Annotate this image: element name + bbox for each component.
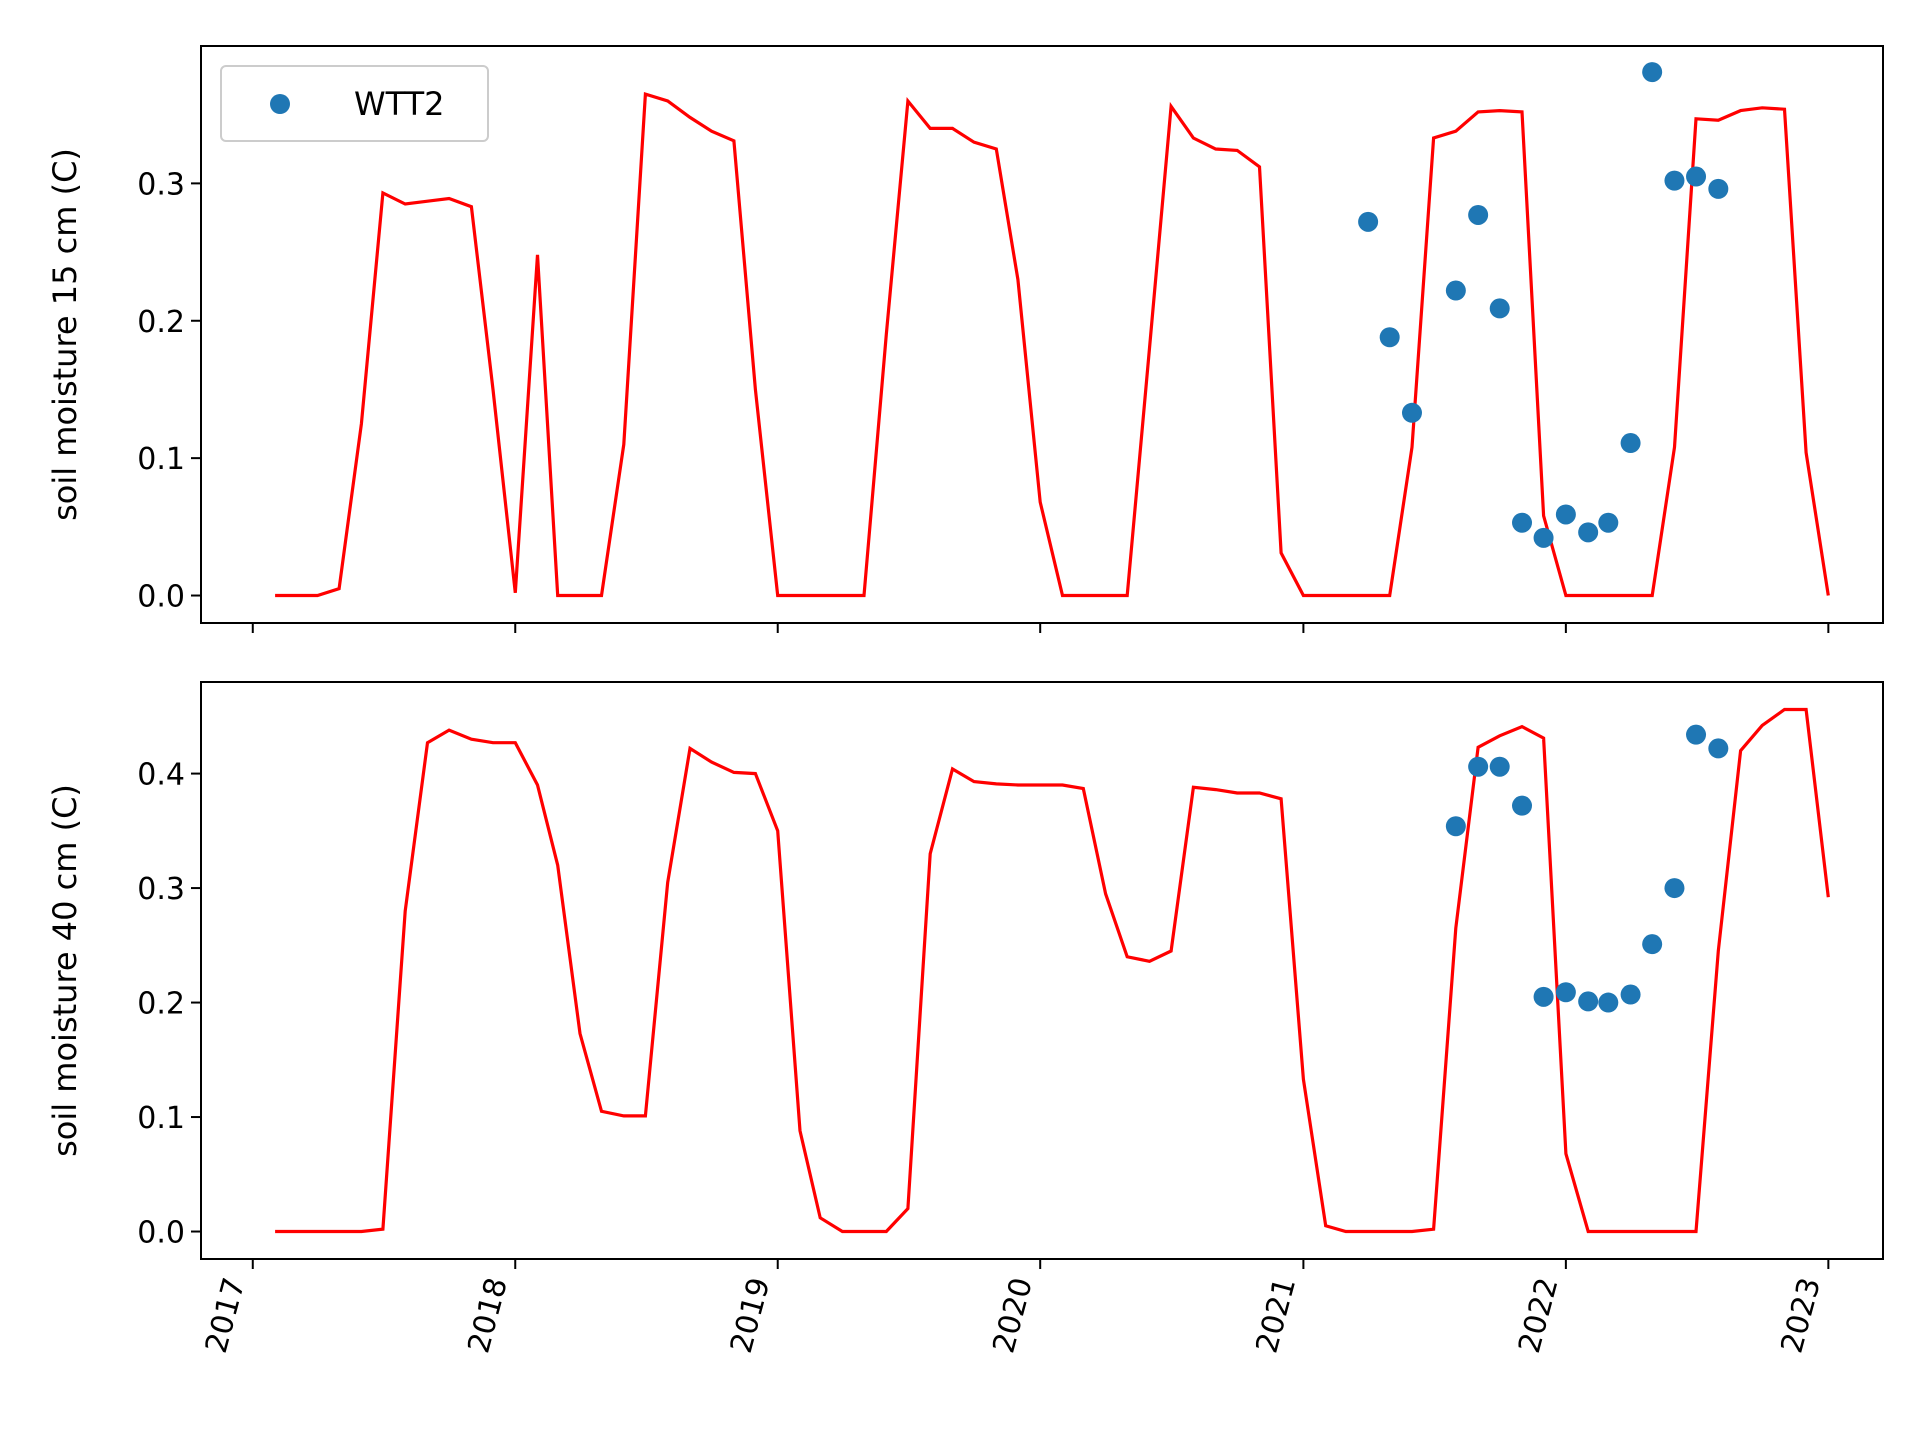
- scatter-point: [1664, 878, 1685, 899]
- scatter-point: [1708, 178, 1729, 199]
- scatter-point: [1358, 211, 1379, 232]
- y-tick-label: 0.1: [137, 442, 185, 477]
- scatter-point: [1578, 991, 1599, 1012]
- scatter-point: [1598, 992, 1619, 1013]
- scatter-point: [1578, 522, 1599, 543]
- scatter-point: [1512, 512, 1533, 533]
- legend-label: WTT2: [354, 85, 445, 123]
- y-tick-label: 0.4: [137, 758, 185, 793]
- y-tick-label: 0.1: [137, 1101, 185, 1136]
- y-tick-label: 0.3: [137, 167, 185, 202]
- scatter-point: [1598, 512, 1619, 533]
- axes-frame: [200, 681, 1884, 1260]
- legend: WTT2: [220, 65, 489, 142]
- y-tick-label: 0.0: [137, 580, 185, 615]
- legend-marker: [270, 94, 290, 114]
- legend-box: [220, 65, 489, 142]
- y-tick-label: 0.3: [137, 872, 185, 907]
- y-axis-label: soil moisture 15 cm (C): [46, 148, 84, 521]
- scatter-point: [1401, 402, 1422, 423]
- scatter-point: [1642, 62, 1663, 83]
- scatter-point: [1664, 170, 1685, 191]
- y-tick-label: 0.0: [137, 1216, 185, 1251]
- plot-area: [275, 707, 1830, 1234]
- scatter-point: [1642, 934, 1663, 955]
- scatter-point: [1686, 724, 1707, 745]
- panel-1: 0.0 0.1 0.2 0.3 soil moisture 15 cm (C) WTT2: [46, 45, 1884, 633]
- scatter-point: [1489, 298, 1510, 319]
- scatter-point: [1620, 984, 1641, 1005]
- scatter-point: [1555, 982, 1576, 1003]
- scatter-point: [1620, 433, 1641, 454]
- scatter-point: [1686, 166, 1707, 187]
- scatter-point: [1445, 280, 1466, 301]
- scatter-point: [1468, 756, 1489, 777]
- scatter-point: [1512, 795, 1533, 816]
- scatter-point: [1445, 816, 1466, 837]
- y-axis-label: soil moisture 40 cm (C): [46, 784, 84, 1157]
- scatter-point: [1468, 204, 1489, 225]
- plot-area: [275, 62, 1830, 598]
- scatter-point: [1379, 327, 1400, 348]
- scatter-point: [1708, 738, 1729, 759]
- model-line: [275, 91, 1830, 598]
- scatter-point: [1533, 527, 1554, 548]
- scatter-point: [1489, 756, 1510, 777]
- y-tick-label: 0.2: [137, 305, 185, 340]
- y-tick-label: 0.2: [137, 987, 185, 1022]
- scatter-point: [1555, 504, 1576, 525]
- scatter-point: [1533, 986, 1554, 1007]
- model-line: [275, 707, 1830, 1234]
- axes-frame: [200, 45, 1884, 624]
